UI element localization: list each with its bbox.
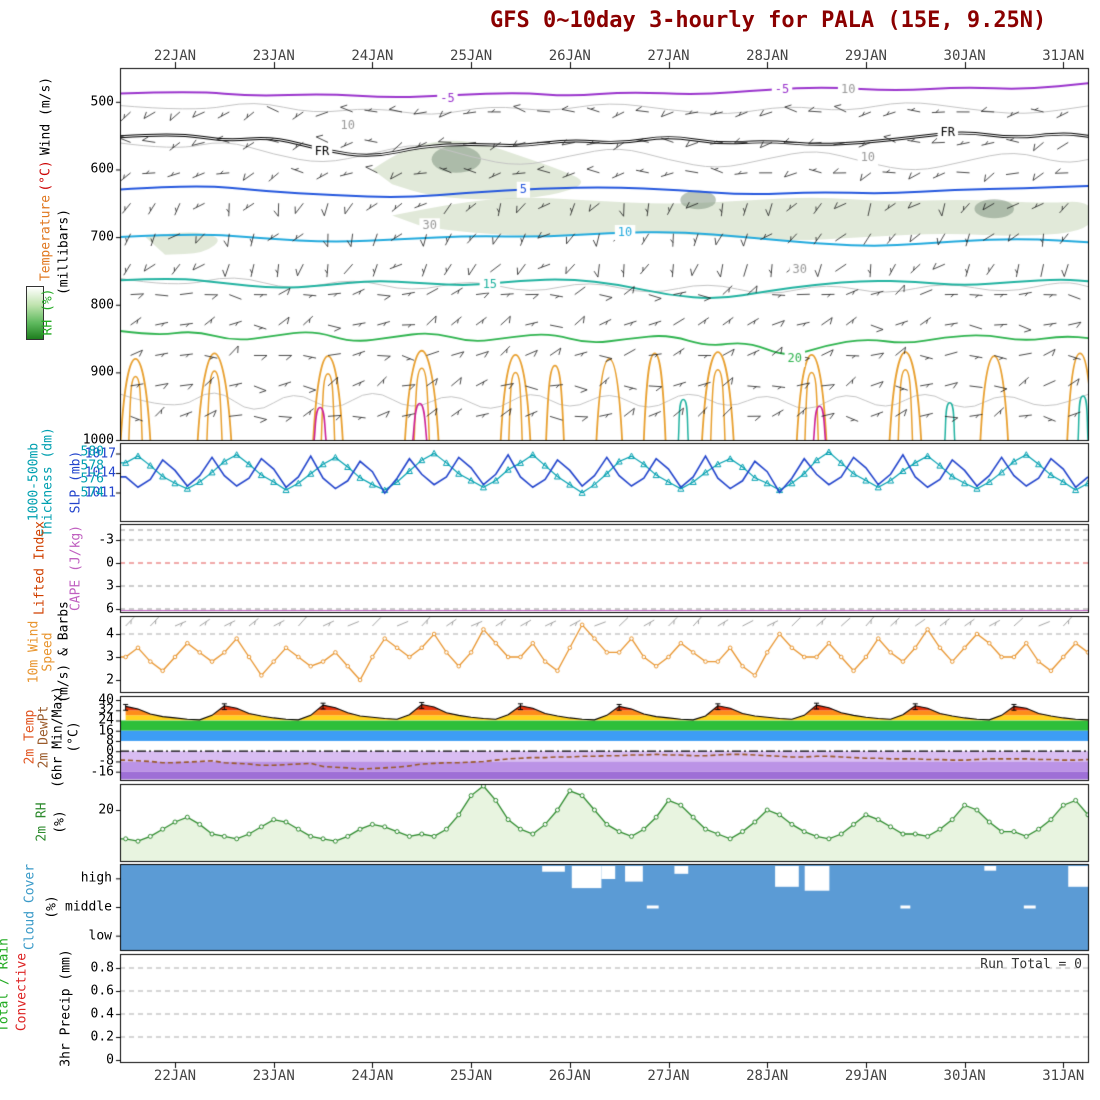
day-label-top: 22JAN [153, 48, 197, 64]
temp-tick-label: 16 [98, 723, 114, 739]
wind-speed-tick-label: 2 [106, 672, 114, 688]
temp-tick-label: 8 [106, 733, 114, 749]
day-label-bottom: 27JAN [647, 1068, 690, 1084]
chart-title: GFS 0~10day 3-hourly for PALA (15E, 9.25… [490, 8, 1047, 33]
pressure-tick-label: 1000 [82, 432, 114, 448]
axis-label: Speed [40, 632, 56, 672]
cloud-row-label: middle [65, 899, 112, 915]
axis-label: 3hr Precip (mm) [58, 949, 74, 1067]
axis-label: 10m Wind [26, 620, 42, 684]
day-label-bottom: 23JAN [252, 1068, 295, 1084]
day-label-top: 23JAN [252, 48, 295, 64]
axis-label: Lifted Index [32, 521, 48, 615]
day-label-bottom: 25JAN [450, 1068, 493, 1084]
axis-label: (6hr Min/Max) [50, 686, 66, 788]
axis-label: 2m Temp [22, 709, 38, 765]
precip-tick-label: 0.2 [90, 1029, 114, 1045]
day-label-bottom: 31JAN [1042, 1068, 1085, 1084]
run-total-label: Run Total = 0 [980, 957, 1082, 972]
rh-tick-label: 20 [98, 802, 114, 818]
precip-tick-label: 0 [106, 1052, 114, 1068]
axis-label: CAPE (J/kg) [68, 524, 84, 612]
slp-tick-label: 1017 [84, 446, 116, 461]
pressure-tick-label: 700 [90, 229, 114, 245]
day-label-top: 30JAN [943, 48, 986, 64]
temp-tick-label: -8 [98, 753, 114, 769]
slp-tick-label: 1014 [84, 465, 116, 481]
pressure-tick-label: 800 [90, 297, 114, 313]
precip-tick-label: 0.8 [90, 960, 114, 976]
axis-label: (%) [44, 895, 60, 919]
thickness-tick-label: 578 [80, 458, 104, 474]
pressure-tick-label: 500 [90, 94, 114, 110]
axis-label: SLP (mb) [68, 450, 84, 514]
day-label-top: 27JAN [647, 48, 690, 64]
axis-label: Cloud Cover [22, 863, 38, 951]
thickness-tick-label: 580 [80, 444, 104, 460]
rh-colorbar [26, 286, 44, 340]
day-label-top: 28JAN [746, 48, 789, 64]
axis-label: (%) [52, 810, 68, 834]
slp-tick-label: 1011 [84, 485, 116, 500]
axis-label: RH (%) [40, 288, 56, 336]
axis-label: 2m DewPt [36, 705, 52, 769]
day-label-bottom: 29JAN [844, 1068, 887, 1084]
lifted-index-tick-label: 6 [106, 601, 114, 617]
temp-tick-label: 24 [98, 712, 114, 728]
day-label-bottom: 22JAN [153, 1068, 197, 1084]
axis-label: Wind (m/s) [38, 76, 54, 156]
axis-label: (°C) [38, 160, 54, 192]
pressure-tick-label: 600 [90, 161, 114, 177]
cloud-row-label: low [88, 928, 112, 944]
lifted-index-tick-label: -3 [98, 532, 114, 548]
day-label-top: 24JAN [351, 48, 394, 64]
pressure-tick-label: 900 [90, 364, 114, 380]
day-label-top: 25JAN [450, 48, 493, 64]
axis-label: Convective [14, 952, 30, 1032]
temp-tick-label: 32 [98, 702, 114, 718]
day-label-top: 31JAN [1042, 48, 1085, 64]
precip-tick-label: 0.4 [90, 1006, 114, 1022]
axis-label: Total / Rain [0, 938, 12, 1032]
axis-label: (°C) [66, 721, 82, 753]
precip-tick-label: 0.6 [90, 983, 114, 999]
wind-speed-tick-label: 4 [106, 626, 114, 642]
wind-speed-tick-label: 3 [106, 649, 114, 665]
axis-label: (millibars) [56, 208, 72, 296]
day-label-bottom: 30JAN [943, 1068, 986, 1084]
temp-tick-label: -16 [90, 764, 114, 780]
temp-tick-label: 0 [106, 743, 114, 759]
day-label-bottom: 24JAN [351, 1068, 394, 1084]
day-label-bottom: 28JAN [746, 1068, 789, 1084]
axis-label: 1000-500mb [26, 442, 42, 522]
temp-tick-label: 40 [98, 692, 114, 708]
day-label-bottom: 26JAN [548, 1068, 591, 1084]
cloud-row-label: high [80, 870, 112, 886]
lifted-index-tick-label: 3 [106, 578, 114, 594]
day-label-top: 29JAN [844, 48, 887, 64]
thickness-tick-label: 576 [80, 471, 104, 487]
thickness-tick-label: 574 [80, 485, 104, 501]
day-label-top: 26JAN [548, 48, 591, 64]
lifted-index-tick-label: 0 [106, 555, 114, 571]
axis-label: 2m RH [34, 802, 50, 842]
axis-label: Temperature [38, 194, 54, 282]
